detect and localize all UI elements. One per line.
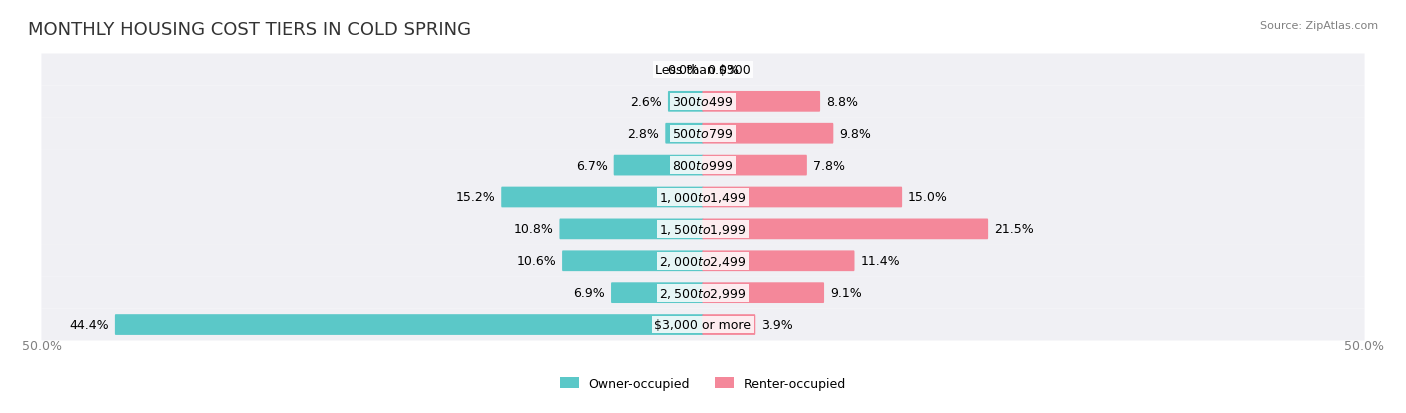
Text: 11.4%: 11.4%: [860, 255, 900, 268]
Text: 0.0%: 0.0%: [707, 64, 740, 77]
FancyBboxPatch shape: [612, 282, 703, 303]
Text: 3.9%: 3.9%: [761, 318, 793, 331]
FancyBboxPatch shape: [41, 245, 1365, 277]
Text: $800 to $999: $800 to $999: [672, 159, 734, 172]
FancyBboxPatch shape: [115, 314, 703, 335]
FancyBboxPatch shape: [41, 86, 1365, 118]
Text: Less than $300: Less than $300: [655, 64, 751, 77]
Text: 50.0%: 50.0%: [21, 339, 62, 352]
Text: 10.8%: 10.8%: [513, 223, 554, 236]
Legend: Owner-occupied, Renter-occupied: Owner-occupied, Renter-occupied: [555, 372, 851, 394]
Text: $500 to $799: $500 to $799: [672, 127, 734, 140]
Text: 50.0%: 50.0%: [1344, 339, 1385, 352]
FancyBboxPatch shape: [41, 182, 1365, 214]
Text: 2.6%: 2.6%: [630, 95, 662, 109]
FancyBboxPatch shape: [41, 309, 1365, 341]
FancyBboxPatch shape: [613, 155, 703, 176]
Text: 0.0%: 0.0%: [666, 64, 699, 77]
Text: 15.2%: 15.2%: [456, 191, 495, 204]
Text: $2,500 to $2,999: $2,500 to $2,999: [659, 286, 747, 300]
FancyBboxPatch shape: [41, 277, 1365, 309]
Text: 9.8%: 9.8%: [839, 127, 872, 140]
Text: 8.8%: 8.8%: [827, 95, 858, 109]
Text: $1,500 to $1,999: $1,500 to $1,999: [659, 222, 747, 236]
Text: 6.9%: 6.9%: [574, 287, 605, 299]
Text: 44.4%: 44.4%: [69, 318, 108, 331]
Text: 7.8%: 7.8%: [813, 159, 845, 172]
Text: $3,000 or more: $3,000 or more: [655, 318, 751, 331]
FancyBboxPatch shape: [668, 92, 703, 112]
Text: 9.1%: 9.1%: [830, 287, 862, 299]
FancyBboxPatch shape: [703, 155, 807, 176]
FancyBboxPatch shape: [501, 187, 703, 208]
Text: 15.0%: 15.0%: [908, 191, 948, 204]
FancyBboxPatch shape: [560, 219, 703, 240]
Text: 10.6%: 10.6%: [516, 255, 557, 268]
FancyBboxPatch shape: [41, 118, 1365, 150]
FancyBboxPatch shape: [41, 55, 1365, 86]
Text: $2,000 to $2,499: $2,000 to $2,499: [659, 254, 747, 268]
Text: $1,000 to $1,499: $1,000 to $1,499: [659, 190, 747, 204]
Text: 2.8%: 2.8%: [627, 127, 659, 140]
FancyBboxPatch shape: [703, 314, 755, 335]
FancyBboxPatch shape: [703, 219, 988, 240]
FancyBboxPatch shape: [562, 251, 703, 271]
Text: 6.7%: 6.7%: [576, 159, 607, 172]
FancyBboxPatch shape: [703, 251, 855, 271]
FancyBboxPatch shape: [703, 282, 824, 303]
FancyBboxPatch shape: [41, 150, 1365, 182]
FancyBboxPatch shape: [703, 187, 903, 208]
Text: 21.5%: 21.5%: [994, 223, 1033, 236]
Text: MONTHLY HOUSING COST TIERS IN COLD SPRING: MONTHLY HOUSING COST TIERS IN COLD SPRIN…: [28, 21, 471, 38]
Text: $300 to $499: $300 to $499: [672, 95, 734, 109]
FancyBboxPatch shape: [41, 214, 1365, 245]
FancyBboxPatch shape: [703, 123, 834, 144]
FancyBboxPatch shape: [703, 92, 820, 112]
FancyBboxPatch shape: [665, 123, 703, 144]
Text: Source: ZipAtlas.com: Source: ZipAtlas.com: [1260, 21, 1378, 31]
